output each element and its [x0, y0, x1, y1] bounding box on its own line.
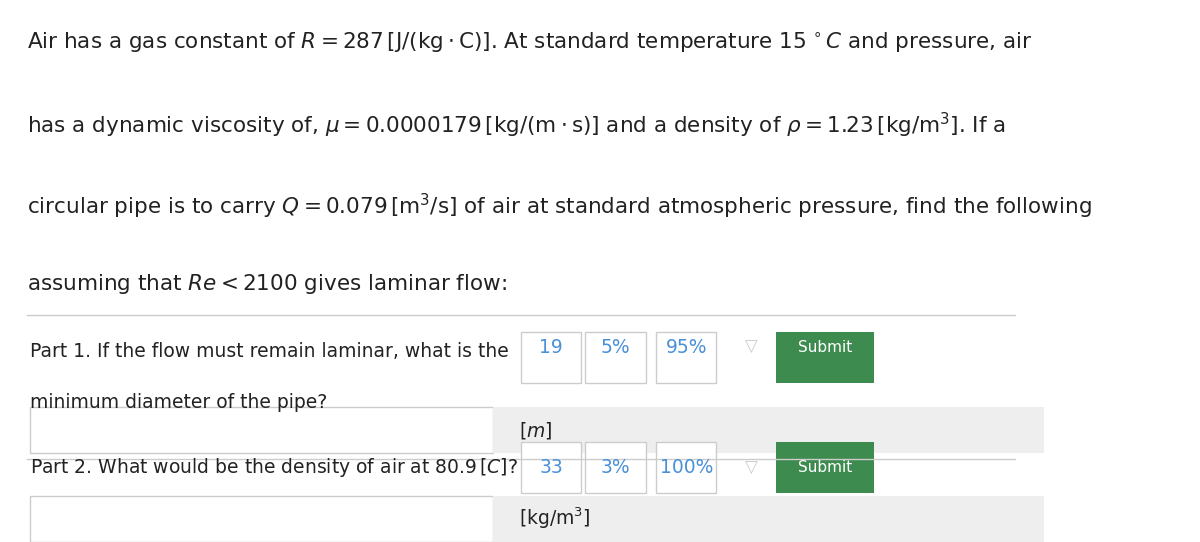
- Text: $[\mathrm{kg/m^3}]$: $[\mathrm{kg/m^3}]$: [518, 506, 590, 532]
- FancyBboxPatch shape: [656, 332, 716, 383]
- FancyBboxPatch shape: [30, 408, 493, 453]
- Text: Submit: Submit: [798, 340, 852, 354]
- FancyBboxPatch shape: [586, 332, 646, 383]
- Text: Part 2. What would be the density of air at $80.9\,[C]$?: Part 2. What would be the density of air…: [30, 456, 518, 479]
- FancyBboxPatch shape: [586, 442, 646, 493]
- Text: 95%: 95%: [666, 338, 707, 357]
- FancyBboxPatch shape: [30, 496, 493, 541]
- Text: Part 1. If the flow must remain laminar, what is the: Part 1. If the flow must remain laminar,…: [30, 342, 509, 361]
- Text: ▽: ▽: [745, 338, 758, 356]
- Text: $[m]$: $[m]$: [518, 420, 552, 441]
- Text: 19: 19: [539, 338, 563, 357]
- FancyBboxPatch shape: [521, 442, 581, 493]
- Text: assuming that $Re < 2100$ gives laminar flow:: assuming that $Re < 2100$ gives laminar …: [28, 272, 508, 296]
- Text: 3%: 3%: [601, 459, 630, 478]
- Text: Air has a gas constant of $R = 287\,[\mathrm{J/(kg \cdot C)}]$. At standard temp: Air has a gas constant of $R = 287\,[\ma…: [28, 31, 1033, 55]
- FancyBboxPatch shape: [775, 442, 875, 493]
- Text: Submit: Submit: [798, 460, 852, 475]
- Text: 5%: 5%: [601, 338, 630, 357]
- Text: 100%: 100%: [660, 459, 713, 478]
- FancyBboxPatch shape: [521, 332, 581, 383]
- Text: has a dynamic viscosity of, $\mu = 0.0000179\,[\mathrm{kg/(m \cdot s)}]$ and a d: has a dynamic viscosity of, $\mu = 0.000…: [28, 111, 1006, 140]
- Text: ▽: ▽: [745, 459, 758, 477]
- FancyBboxPatch shape: [493, 408, 1044, 453]
- FancyBboxPatch shape: [493, 496, 1044, 541]
- FancyBboxPatch shape: [775, 332, 875, 383]
- Text: minimum diameter of the pipe?: minimum diameter of the pipe?: [30, 393, 328, 412]
- FancyBboxPatch shape: [656, 442, 716, 493]
- Text: circular pipe is to carry $Q = 0.079\,[\mathrm{m^3/s}]$ of air at standard atmos: circular pipe is to carry $Q = 0.079\,[\…: [28, 192, 1092, 221]
- Text: 33: 33: [539, 459, 563, 478]
